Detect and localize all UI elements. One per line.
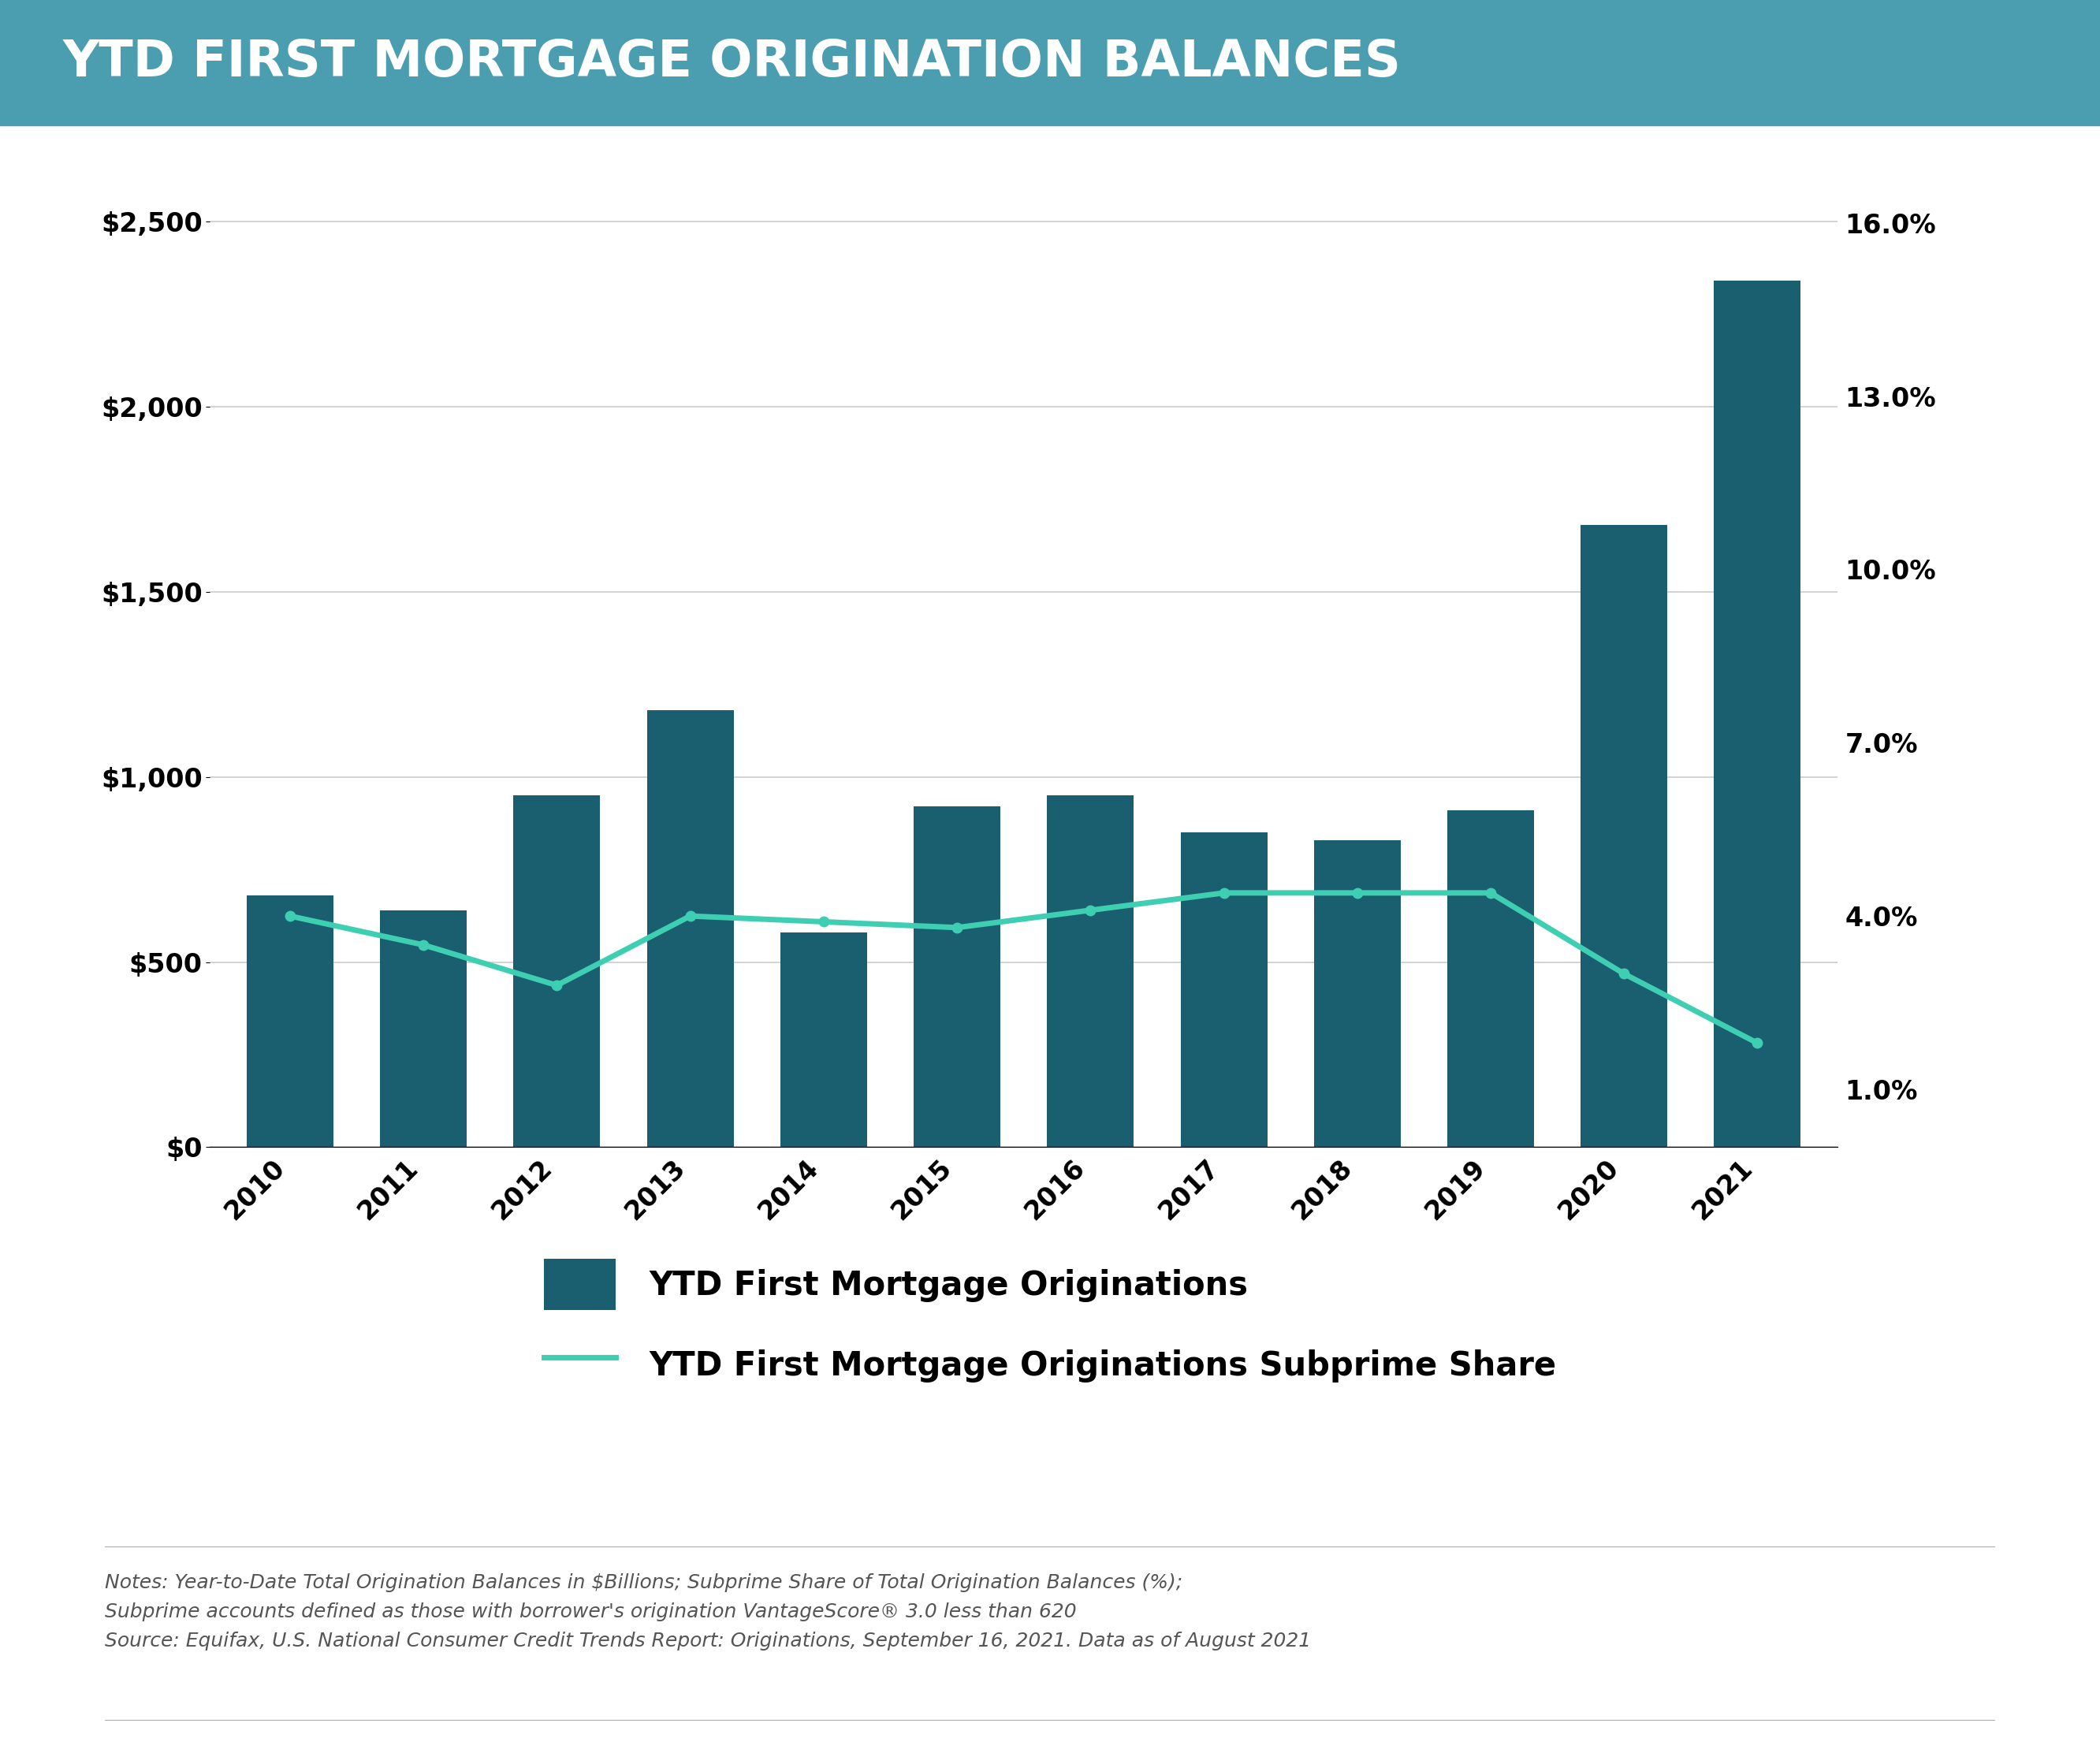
Text: YTD FIRST MORTGAGE ORIGINATION BALANCES: YTD FIRST MORTGAGE ORIGINATION BALANCES [63,38,1401,87]
Bar [1315,839,1401,1147]
Text: Billions: Billions [71,76,181,103]
Bar [781,932,867,1147]
Bar [1180,833,1266,1147]
Bar [246,895,334,1147]
Bar [1048,796,1134,1147]
Legend: YTD First Mortgage Originations, YTD First Mortgage Originations Subprime Share: YTD First Mortgage Originations, YTD Fir… [544,1258,1556,1390]
Text: Notes: Year-to-Date Total Origination Balances in $Billions; Subprime Share of T: Notes: Year-to-Date Total Origination Ba… [105,1573,1310,1651]
Bar [914,806,1000,1147]
Text: Subprime Share: Subprime Share [1739,76,1976,103]
Bar [1714,282,1802,1147]
Bar [647,711,733,1147]
Bar [1581,525,1667,1147]
Bar [514,796,601,1147]
Bar [380,911,466,1147]
Bar [1447,810,1533,1147]
